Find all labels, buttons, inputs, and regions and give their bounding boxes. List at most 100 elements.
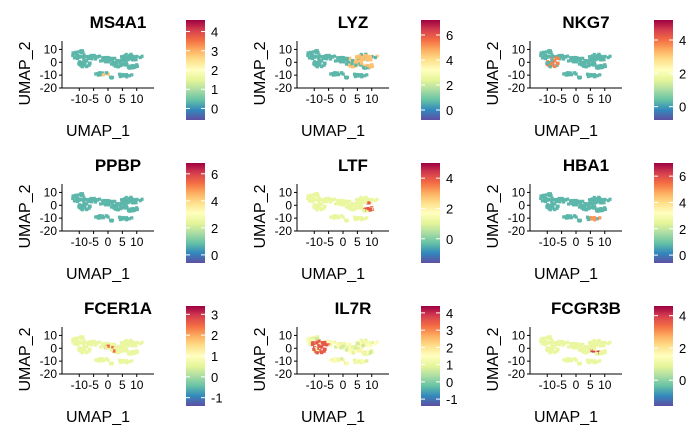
cell-point bbox=[357, 217, 361, 221]
cell-point bbox=[333, 202, 338, 206]
cell-point bbox=[344, 219, 349, 223]
cell-point bbox=[124, 195, 128, 200]
cell-point bbox=[77, 347, 81, 351]
cell-point bbox=[603, 340, 607, 345]
cell-point bbox=[311, 50, 316, 54]
cell-point bbox=[601, 198, 606, 202]
cell-point bbox=[584, 202, 588, 206]
cell-point bbox=[565, 71, 570, 75]
cell-point bbox=[314, 193, 319, 198]
cell-point bbox=[340, 71, 344, 75]
cell-point bbox=[367, 58, 371, 62]
cell-point bbox=[587, 360, 591, 364]
cell-point bbox=[331, 55, 335, 59]
cell-point bbox=[125, 361, 129, 365]
panel-title: MS4A1 bbox=[90, 13, 147, 32]
cell-point bbox=[116, 65, 121, 69]
cell-point bbox=[573, 71, 577, 75]
cell-point bbox=[347, 349, 351, 353]
cell-point bbox=[550, 58, 554, 62]
cell-point bbox=[575, 60, 579, 64]
x-tick-label: -5 bbox=[556, 235, 567, 249]
cell-point bbox=[366, 349, 370, 354]
cell-point bbox=[594, 344, 598, 348]
cell-point bbox=[589, 198, 593, 203]
cell-point bbox=[545, 204, 549, 208]
cell-point bbox=[320, 202, 324, 206]
cell-point bbox=[101, 343, 105, 347]
cell-point bbox=[113, 56, 117, 60]
cell-point bbox=[323, 340, 327, 345]
colorbar-tick-label: 0 bbox=[446, 375, 453, 390]
cell-point bbox=[79, 61, 83, 65]
cell-point bbox=[336, 343, 340, 347]
cell-point bbox=[140, 340, 144, 344]
cell-point bbox=[598, 351, 602, 356]
cell-point bbox=[565, 340, 570, 344]
cell-point bbox=[119, 201, 123, 206]
cell-point bbox=[312, 204, 316, 208]
cell-point bbox=[314, 55, 318, 59]
cell-point bbox=[88, 197, 92, 202]
cell-point bbox=[339, 60, 343, 64]
cell-point bbox=[85, 202, 89, 206]
cell-point bbox=[593, 75, 597, 79]
cell-point bbox=[368, 341, 373, 345]
y-tick-label: -20 bbox=[508, 367, 526, 381]
cell-point bbox=[110, 56, 114, 60]
cell-point bbox=[364, 197, 369, 201]
cell-point bbox=[368, 55, 373, 59]
cell-point bbox=[595, 74, 600, 78]
cell-point bbox=[82, 53, 86, 57]
cell-point bbox=[79, 55, 83, 59]
x-tick-label: 5 bbox=[587, 378, 594, 392]
cell-point bbox=[350, 62, 354, 66]
cell-point bbox=[100, 214, 104, 218]
cell-point bbox=[589, 349, 593, 353]
x-axis-label: UMAP_1 bbox=[301, 123, 365, 140]
cell-point bbox=[333, 59, 338, 63]
cell-point bbox=[345, 342, 349, 346]
cell-point bbox=[309, 194, 313, 198]
cell-point bbox=[563, 215, 567, 219]
cell-point bbox=[544, 336, 549, 340]
colorbar-tick-label: 4 bbox=[446, 306, 453, 321]
cell-point bbox=[336, 56, 340, 60]
cell-point bbox=[348, 199, 352, 203]
cell-point bbox=[138, 56, 142, 60]
cell-point bbox=[585, 358, 590, 362]
y-tick-label: 0 bbox=[50, 198, 57, 212]
cell-point bbox=[132, 201, 136, 205]
colorbar-tick-label: 4 bbox=[679, 309, 686, 324]
cell-point bbox=[548, 204, 553, 208]
cell-point bbox=[322, 62, 327, 66]
cell-point bbox=[117, 358, 122, 362]
cell-point bbox=[113, 199, 117, 203]
cell-point bbox=[556, 342, 560, 347]
cell-point bbox=[593, 361, 597, 365]
colorbar-tick-label: 0 bbox=[446, 103, 453, 118]
cell-point bbox=[122, 74, 126, 78]
cell-point bbox=[306, 339, 310, 344]
x-axis-label: UMAP_1 bbox=[66, 409, 130, 426]
cell-point bbox=[79, 192, 83, 196]
cell-point bbox=[106, 344, 110, 348]
y-tick-label: -10 bbox=[40, 354, 58, 368]
y-axis-label: UMAP_2 bbox=[17, 184, 34, 248]
cell-point bbox=[556, 199, 560, 204]
cell-point bbox=[584, 351, 589, 355]
cell-point bbox=[124, 216, 129, 220]
cell-point bbox=[553, 64, 557, 69]
colorbar-tick-label: -1 bbox=[211, 391, 223, 406]
cell-point bbox=[79, 341, 83, 345]
cell-point bbox=[332, 340, 337, 344]
cell-point bbox=[77, 61, 81, 65]
cell-point bbox=[547, 193, 552, 198]
cell-point bbox=[93, 57, 98, 61]
cell-point bbox=[331, 341, 335, 345]
cell-point bbox=[133, 207, 138, 211]
cell-point bbox=[117, 215, 122, 219]
cell-point bbox=[542, 51, 546, 55]
cell-point bbox=[74, 194, 78, 198]
cell-point bbox=[357, 197, 362, 201]
